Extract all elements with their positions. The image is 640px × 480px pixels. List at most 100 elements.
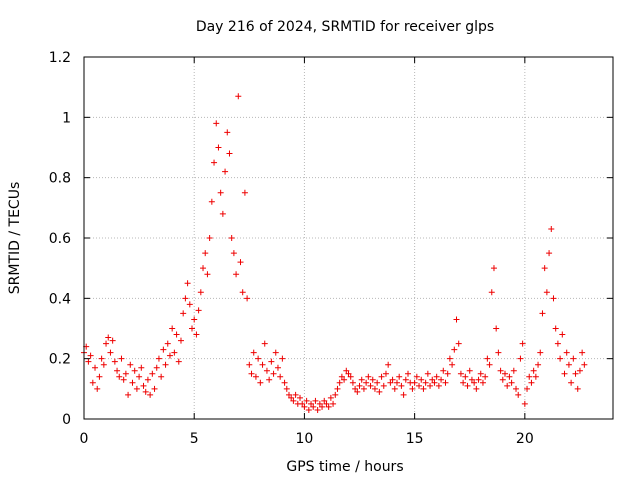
data-point <box>312 397 319 404</box>
data-point <box>369 376 376 383</box>
data-point <box>438 376 445 383</box>
data-point <box>230 250 237 257</box>
data-point <box>131 367 138 374</box>
data-point <box>490 265 497 272</box>
data-point <box>144 376 151 383</box>
data-point <box>493 325 500 332</box>
data-point <box>297 394 304 401</box>
data-point <box>109 337 116 344</box>
data-point <box>127 361 134 368</box>
data-point <box>508 379 515 386</box>
x-tick-label: 10 <box>296 431 314 447</box>
data-point <box>405 370 412 377</box>
data-point <box>149 370 156 377</box>
data-point <box>380 382 387 389</box>
data-point <box>235 93 242 100</box>
axis-ticks <box>83 56 613 420</box>
y-tick-label: 0 <box>62 412 71 428</box>
data-point <box>541 265 548 272</box>
data-point <box>200 265 207 272</box>
data-point <box>319 403 326 410</box>
data-point <box>413 373 420 380</box>
data-point <box>228 235 235 241</box>
data-point <box>398 382 405 389</box>
data-point <box>195 307 202 314</box>
data-point <box>211 159 218 166</box>
data-point <box>477 370 484 377</box>
data-point <box>248 370 255 377</box>
data-point <box>133 385 140 392</box>
data-point <box>393 379 400 386</box>
data-point <box>116 373 123 380</box>
data-point <box>464 382 471 389</box>
data-point <box>142 388 149 395</box>
data-point <box>341 376 348 383</box>
data-point <box>468 376 475 383</box>
data-point <box>308 400 315 407</box>
data-point <box>482 373 489 380</box>
data-point <box>118 355 125 362</box>
data-point <box>237 259 244 266</box>
x-tick-label: 15 <box>406 431 424 447</box>
data-point <box>429 376 436 383</box>
data-point <box>252 373 259 380</box>
data-point <box>158 373 165 380</box>
data-point <box>268 358 275 365</box>
data-point <box>389 376 396 383</box>
data-point <box>292 391 299 398</box>
data-point <box>153 364 160 371</box>
data-point <box>215 144 222 151</box>
data-point <box>274 364 281 371</box>
chart-title: Day 216 of 2024, SRMTID for receiver glp… <box>196 19 494 35</box>
data-point <box>255 355 262 362</box>
data-point <box>259 361 266 368</box>
data-point <box>548 225 555 232</box>
data-point <box>371 385 378 392</box>
data-point <box>166 352 173 359</box>
data-point <box>213 120 220 127</box>
data-point <box>442 379 449 386</box>
data-point <box>246 361 253 368</box>
data-point <box>186 301 193 308</box>
data-point <box>272 349 279 356</box>
data-point <box>528 379 535 386</box>
grid-lines <box>84 57 613 419</box>
data-point <box>479 379 486 386</box>
data-point <box>96 373 103 380</box>
data-point <box>539 310 546 317</box>
data-point <box>559 331 566 338</box>
data-point <box>376 388 383 395</box>
data-point <box>244 295 251 302</box>
data-point <box>184 280 191 287</box>
data-point <box>140 382 147 389</box>
data-point <box>576 367 583 374</box>
data-point <box>360 385 367 392</box>
x-axis-title: GPS time / hours <box>286 459 403 475</box>
data-point <box>241 189 248 196</box>
data-point <box>107 349 114 356</box>
data-point <box>305 406 312 413</box>
data-point <box>208 198 215 205</box>
data-point <box>85 358 92 365</box>
data-point <box>363 379 370 386</box>
data-point <box>462 373 469 380</box>
data-point <box>303 397 310 404</box>
data-point <box>321 397 328 404</box>
data-point <box>314 406 321 413</box>
data-point <box>263 367 270 374</box>
data-point <box>206 235 213 241</box>
data-point <box>349 379 356 386</box>
data-point <box>409 385 416 392</box>
data-point <box>365 373 372 380</box>
data-point <box>193 331 200 338</box>
data-point <box>173 331 180 338</box>
data-point <box>526 373 533 380</box>
data-point <box>449 361 456 368</box>
data-point <box>182 295 189 302</box>
data-point <box>391 385 398 392</box>
data-point <box>301 403 308 410</box>
data-point <box>504 382 511 389</box>
data-point <box>290 397 297 404</box>
data-point <box>114 367 121 374</box>
